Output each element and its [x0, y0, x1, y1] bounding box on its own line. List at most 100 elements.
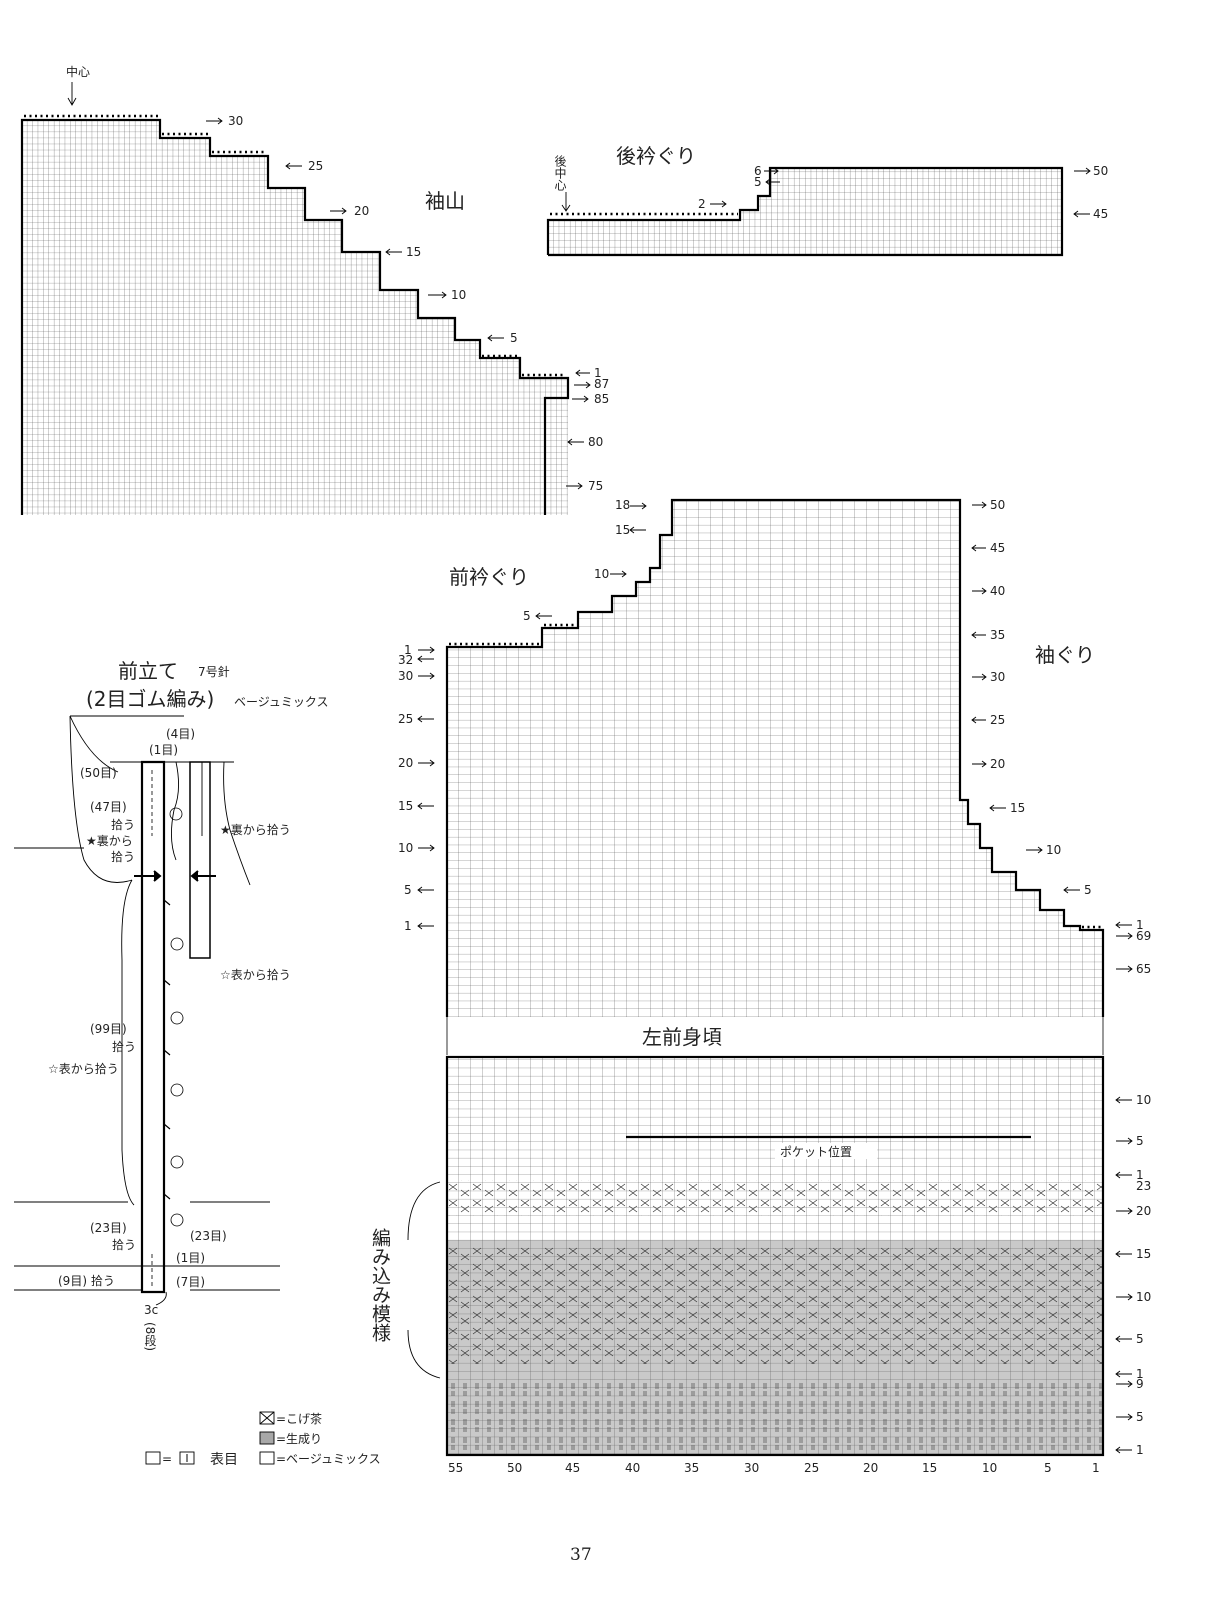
col-55: 55: [448, 1461, 463, 1475]
col-5: 5: [1044, 1461, 1052, 1475]
back-row-45: 45: [1093, 207, 1108, 221]
sleeve-row-25: 25: [308, 159, 323, 173]
colorwork-label: 編み込み模様: [369, 1228, 391, 1342]
col-1: 1: [1092, 1461, 1100, 1475]
sleeve-row-20: 20: [354, 204, 369, 218]
front-row-18: 18: [615, 498, 630, 512]
front-left-1: 1: [404, 919, 412, 933]
back-row-5: 5: [754, 175, 762, 189]
band-rows: (8段): [143, 1322, 157, 1351]
band-23st-right: (23目): [190, 1229, 227, 1243]
front-left-15: 15: [398, 799, 413, 813]
sleeve-row-85: 85: [594, 392, 609, 406]
band-hollow-right: ☆表から拾う: [220, 967, 291, 982]
legend-knit-label: 表目: [210, 1452, 238, 1468]
front-right-30: 30: [990, 670, 1005, 684]
front-right-50: 50: [990, 498, 1005, 512]
sleeve-row-75: 75: [588, 479, 603, 493]
band-pick: 拾う: [111, 817, 135, 832]
band-1st-bottom: (1目): [176, 1251, 205, 1265]
front-row-5: 5: [523, 609, 531, 623]
front-left-20: 20: [398, 756, 413, 770]
band-star-right: ★裏から拾う: [220, 822, 291, 837]
col-35: 35: [684, 1461, 699, 1475]
legend-beige-swatch: [259, 1451, 275, 1465]
col-50: 50: [507, 1461, 522, 1475]
back-neck-label: 後衿ぐり: [616, 144, 696, 168]
band-1st-top: (1目): [149, 743, 178, 757]
band-pick23: 拾う: [112, 1237, 136, 1252]
legend-knit-eq: =: [162, 1452, 172, 1466]
legend-natural-swatch: [259, 1431, 275, 1445]
front-left-30: 30: [398, 669, 413, 683]
col-15: 15: [922, 1461, 937, 1475]
legend-natural-label: =生成り: [276, 1432, 322, 1446]
front-right-40: 40: [990, 584, 1005, 598]
front-right-35: 35: [990, 628, 1005, 642]
lower-row-23: 23: [1136, 1179, 1151, 1193]
sleeve-row-5: 5: [510, 331, 518, 345]
sleeve-row-1: 1: [594, 366, 602, 380]
front-right-45: 45: [990, 541, 1005, 555]
front-lower-chart: ポケット位置 編み込み模様 10 5 1 23 20 15 10 5 1 9 5…: [369, 1055, 1151, 1475]
legend-dark-label: =こげ茶: [276, 1411, 322, 1426]
armhole-row-69: 69: [1136, 929, 1151, 943]
lower-row-1c: 1: [1136, 1443, 1144, 1457]
col-30: 30: [744, 1461, 759, 1475]
legend: =こげ茶 =生成り = 表目 =ベージュミックス: [145, 1411, 381, 1468]
back-row-50: 50: [1093, 164, 1108, 178]
front-left-25: 25: [398, 712, 413, 726]
band-pick-left: 拾う: [111, 849, 135, 864]
page-number: 37: [570, 1545, 592, 1565]
front-row-1: 1: [404, 643, 412, 657]
armhole-row-5: 5: [1084, 883, 1092, 897]
sleeve-row-87: 87: [594, 377, 609, 391]
band-99st: (99目): [90, 1022, 127, 1036]
front-left-5: 5: [404, 883, 412, 897]
sleeve-row-15: 15: [406, 245, 421, 259]
col-20: 20: [863, 1461, 878, 1475]
band-length: 3c: [144, 1303, 158, 1317]
pocket-label: ポケット位置: [780, 1144, 852, 1159]
sleeve-cap-label: 袖山: [425, 189, 465, 213]
front-row-10: 10: [594, 567, 609, 581]
band-50st: (50目): [80, 766, 117, 780]
sleeve-row-80: 80: [588, 435, 603, 449]
band-47st: (47目): [90, 800, 127, 814]
front-upper-chart: 前衿ぐり 袖ぐり 18 15 10 5 1 32 30 25 20 15 10 …: [398, 498, 1151, 1017]
lower-row-15: 15: [1136, 1247, 1151, 1261]
column-numbers: 55 50 45 40 35 30 25 20 15 10 5 1: [448, 1461, 1100, 1475]
col-45: 45: [565, 1461, 580, 1475]
band-pick99: 拾う: [112, 1039, 136, 1054]
front-row-32: 32: [398, 653, 413, 667]
lower-row-10: 10: [1136, 1093, 1151, 1107]
armhole-row-1: 1: [1136, 918, 1144, 932]
armhole-row-65: 65: [1136, 962, 1151, 976]
back-center-label: 後中心: [553, 155, 567, 191]
back-row-2: 2: [698, 197, 706, 211]
legend-knit-swatch: [145, 1451, 161, 1465]
armhole-label: 袖ぐり: [1035, 643, 1095, 667]
left-front-band: 左前身頃: [446, 1017, 1104, 1055]
legend-beige-label: =ベージュミックス: [276, 1452, 381, 1466]
lower-row-1b: 1: [1136, 1367, 1144, 1381]
band-needle: 7号針: [198, 664, 230, 679]
front-left-10: 10: [398, 841, 413, 855]
center-label: 中心: [66, 64, 90, 79]
lower-row-5b: 5: [1136, 1332, 1144, 1346]
back-neck-chart: 後衿ぐり 後中心 6 5 2 50 45: [546, 144, 1108, 257]
band-7st: (7目): [176, 1275, 205, 1289]
armhole-row-15: 15: [1010, 801, 1025, 815]
front-right-20: 20: [990, 757, 1005, 771]
lower-row-5: 5: [1136, 1134, 1144, 1148]
band-star-wrong-left: ★裏から: [86, 833, 133, 848]
lower-row-20: 20: [1136, 1204, 1151, 1218]
lower-row-5c: 5: [1136, 1410, 1144, 1424]
armhole-row-10: 10: [1046, 843, 1061, 857]
front-neck-label: 前衿ぐり: [449, 565, 529, 589]
band-4st: (4目): [166, 727, 195, 741]
left-front-label: 左前身頃: [642, 1025, 722, 1049]
front-row-15: 15: [615, 523, 630, 537]
col-40: 40: [625, 1461, 640, 1475]
